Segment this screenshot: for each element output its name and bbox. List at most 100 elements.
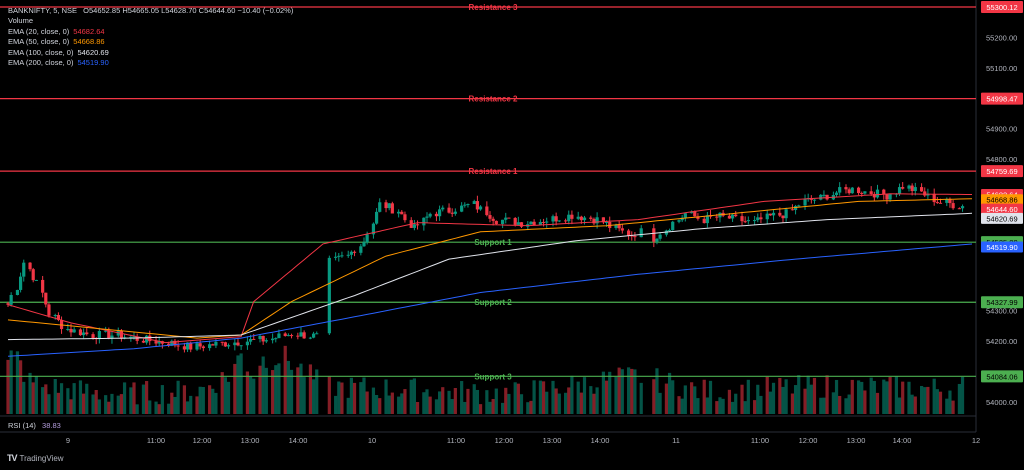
volume-bar [901,381,905,414]
candle-body [570,214,574,219]
candle-body [693,211,697,217]
volume-bar [104,395,108,414]
candle-body [504,217,508,220]
grid [0,0,977,433]
candle-body [485,206,489,216]
time-axis[interactable]: 9 11:00 12:00 13:00 14:00 10 11:00 12:00 13:00 14… [66,436,980,445]
volume-bar [437,391,442,414]
candle-body [148,335,152,342]
y-tick-label: 54900.00 [986,125,1017,134]
candle-body [705,215,709,224]
price-axis[interactable]: 55200.00 55100.00 54900.00 54800.00 54300.00… [986,33,1017,406]
volume-bar [182,385,187,414]
candle-body [66,328,70,330]
volume-bar [913,396,917,414]
candle-body [59,319,64,330]
level-price-label: 54998.47 [986,95,1017,104]
candle-body [926,193,930,196]
candle-body [384,202,388,209]
rsi-legend[interactable]: RSI (14) 38.83 [8,421,61,430]
indicator-row[interactable]: EMA (200, close, 0) 54519.90 [8,58,293,68]
volume-bar [847,394,851,414]
volume-bar [608,371,612,414]
volume-bar [141,384,146,414]
volume-bar [220,372,224,414]
volume-bar [491,399,495,414]
candle-body [362,242,366,247]
volume-bar [869,377,873,414]
volume-bar [919,385,924,414]
volume-bar [340,382,344,414]
volume-bar [315,369,319,414]
candle-body [308,337,313,339]
volume-bar [72,383,76,414]
indicator-row[interactable]: EMA (100, close, 0) 54620.69 [8,48,293,58]
volume-bar [526,402,530,414]
volume-bar [91,394,95,414]
volume-bar [132,382,136,414]
volume-bar [261,356,265,414]
pivot-levels: Resistance 3 Resistance 2 Resistance 1 Supp… [0,3,976,381]
volume-bar [734,393,738,414]
volume-bar [803,388,807,414]
ema-50-line [7,198,973,339]
rsi-value: 38.83 [42,421,61,430]
candle-body [261,335,265,342]
indicator-row[interactable]: EMA (50, close, 0) 54668.86 [8,37,293,47]
price-tag [981,203,1023,215]
indicator-label: EMA (200, close, 0) [8,58,74,68]
volume-label[interactable]: Volume [8,16,34,26]
volume-bar [22,381,26,414]
volume-bar [28,372,32,414]
volume-bar [85,383,89,414]
candle-body [460,205,464,212]
volume-bar [248,376,253,414]
candle-body [173,340,177,346]
candle-body [491,218,495,221]
volume-bar [630,368,634,414]
candle-body [9,295,13,305]
volume-bar [882,379,886,414]
volume-bar [620,369,624,414]
candle-body [812,199,817,201]
ema-200-line [7,243,973,357]
volume-bar [513,382,517,414]
level-price-tag [981,1,1023,14]
candle-body [223,342,227,347]
volume-bar [327,376,331,414]
indicator-value: 54682.64 [73,26,105,36]
candle-body [746,220,750,222]
candle-body [340,255,344,257]
candle-body [919,187,924,192]
y-tick-label: 55200.00 [986,33,1017,42]
volume-bar [771,382,776,414]
indicator-row[interactable]: EMA (20, close, 0) 54682.64 [8,27,293,37]
candle-body [671,221,675,230]
volume-bar [708,380,713,414]
x-tick-label: 10 [368,436,376,445]
candle-body [349,251,353,255]
candle-body [34,279,38,281]
volume-bar [41,387,45,414]
candle-body [850,187,854,194]
symbol-label[interactable]: BANKNIFTY, 5, NSE [8,6,78,15]
volume-bar [667,372,672,414]
candle-body [888,194,892,200]
volume-bar [9,350,13,414]
volume-bar [743,401,747,414]
level-price-label: 54759.69 [986,167,1017,176]
candle-body [935,202,939,204]
indicator-value: 54620.69 [77,47,109,57]
candle-body [702,218,706,224]
candle-body [793,206,798,211]
candle-body [478,206,483,210]
volume-bar [614,376,618,414]
candle-body [913,187,917,192]
candle-body [91,334,95,338]
candle-body [271,338,275,341]
volume-bar [201,387,205,414]
tradingview-brand[interactable]: TV TradingView [7,453,64,463]
volume-bar [428,396,432,414]
volume-bar [680,398,684,414]
